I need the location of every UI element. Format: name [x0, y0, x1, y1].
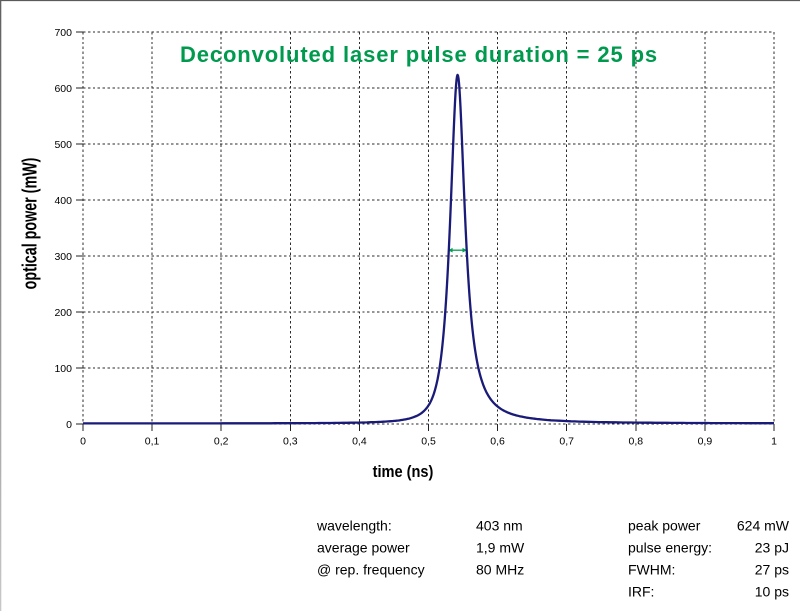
svg-text:1,9 mW: 1,9 mW — [476, 540, 525, 556]
svg-text:IRF:: IRF: — [628, 584, 654, 600]
svg-text:100: 100 — [54, 363, 72, 375]
svg-text:700: 700 — [54, 27, 72, 39]
svg-text:time (ns): time (ns) — [373, 463, 434, 481]
svg-text:0: 0 — [66, 419, 72, 431]
svg-text:200: 200 — [54, 307, 72, 319]
svg-text:0,1: 0,1 — [145, 436, 160, 448]
svg-text:0: 0 — [80, 436, 86, 448]
svg-text:Deconvoluted laser pulse durat: Deconvoluted laser pulse duration = 25 p… — [180, 42, 658, 67]
svg-text:403 nm: 403 nm — [476, 518, 523, 534]
svg-text:23 pJ: 23 pJ — [755, 540, 789, 556]
svg-text:10 ps: 10 ps — [755, 584, 789, 600]
svg-text:0,8: 0,8 — [628, 436, 643, 448]
svg-text:624 mW: 624 mW — [737, 518, 790, 534]
svg-text:1: 1 — [771, 436, 777, 448]
svg-text:wavelength:: wavelength: — [316, 518, 392, 534]
svg-text:pulse energy:: pulse energy: — [628, 540, 712, 556]
svg-text:FWHM:: FWHM: — [628, 562, 675, 578]
svg-text:400: 400 — [54, 195, 72, 207]
svg-text:0,9: 0,9 — [698, 436, 713, 448]
svg-text:0,2: 0,2 — [214, 436, 229, 448]
svg-text:optical power (mW): optical power (mW) — [18, 158, 41, 290]
svg-text:0,3: 0,3 — [283, 436, 298, 448]
svg-text:0,4: 0,4 — [352, 436, 367, 448]
svg-text:500: 500 — [54, 139, 72, 151]
svg-text:80 MHz: 80 MHz — [476, 562, 524, 578]
svg-text:600: 600 — [54, 83, 72, 95]
svg-text:0,6: 0,6 — [490, 436, 505, 448]
svg-text:27 ps: 27 ps — [755, 562, 789, 578]
svg-text:@ rep. frequency: @ rep. frequency — [317, 562, 425, 578]
svg-text:0,7: 0,7 — [559, 436, 574, 448]
svg-text:average power: average power — [317, 540, 410, 556]
svg-text:0,5: 0,5 — [421, 436, 436, 448]
svg-text:peak power: peak power — [628, 518, 701, 534]
svg-text:300: 300 — [54, 251, 72, 263]
